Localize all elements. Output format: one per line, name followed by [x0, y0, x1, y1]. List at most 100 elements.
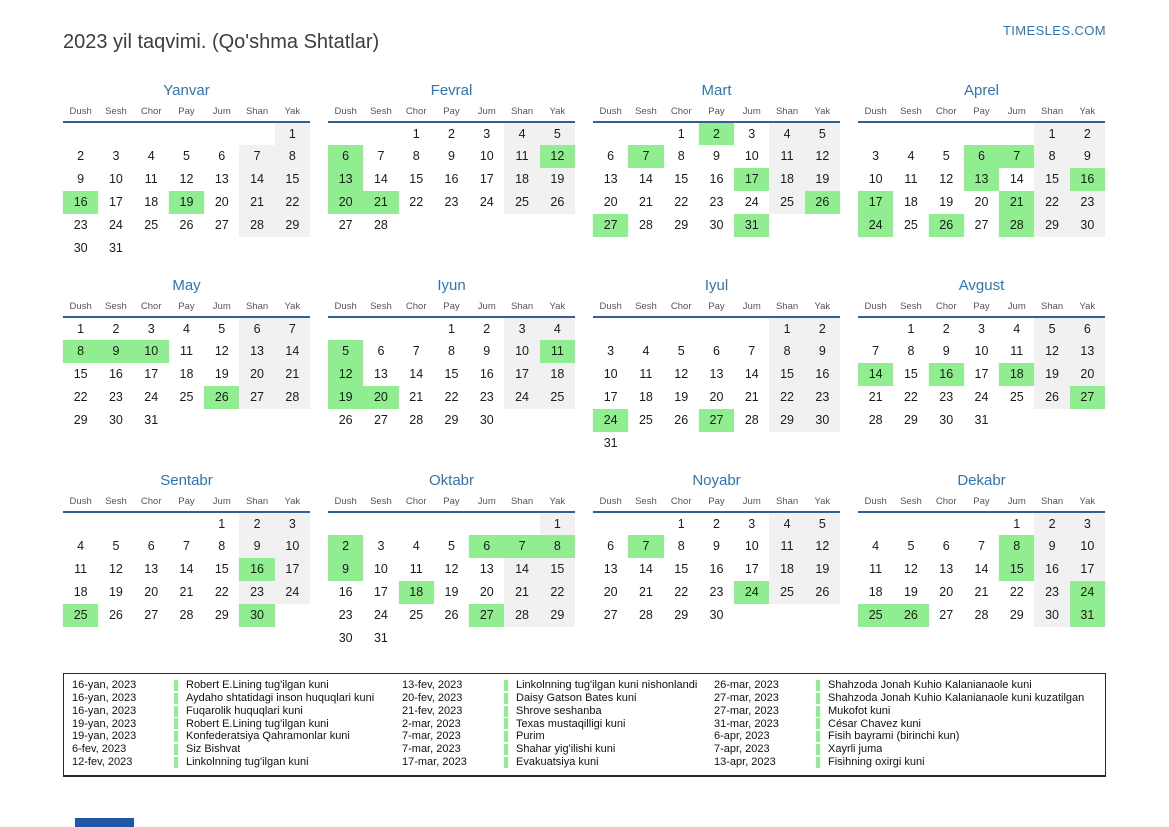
- legend-holiday-name: Texas mustaqilligi kuni: [516, 717, 626, 730]
- day-cell: 1: [1034, 121, 1070, 145]
- month-table: Dush Sesh Chor Pay Jum Shan Yak 1 2 3 4 5 6 7 8 9 10 11 12…: [593, 495, 840, 627]
- day-cell: 2: [698, 121, 735, 145]
- day-cell: [469, 512, 504, 535]
- legend-date: 31-mar, 2023: [714, 717, 779, 730]
- day-cell: 15: [409, 172, 424, 187]
- month-title[interactable]: Sentabr: [160, 471, 213, 489]
- legend-date: 20-fev, 2023: [402, 691, 463, 704]
- day-cell: 1: [677, 516, 685, 531]
- weekday-header: Dush: [858, 495, 894, 513]
- day-cell: 7: [748, 344, 756, 359]
- day-cell: 21: [179, 585, 194, 600]
- day-cell: 10: [373, 562, 388, 577]
- day-cell: 13: [1069, 339, 1105, 363]
- legend-holiday-name: Siz Bishvat: [186, 743, 241, 756]
- day-cell: 21: [274, 362, 310, 386]
- day-cell: 18: [769, 557, 805, 581]
- day-cell: [1034, 409, 1069, 432]
- day-cell: 8: [677, 149, 685, 164]
- day-cell: 29: [73, 413, 88, 428]
- day-cell: [699, 432, 734, 455]
- day-cell: 31: [1069, 603, 1105, 627]
- day-cell: 19: [444, 585, 459, 600]
- day-cell: 28: [868, 413, 883, 428]
- site-link[interactable]: TIMESLES.COM: [1002, 23, 1106, 38]
- legend-item: 6-fev, 2023 Siz Bishvat: [72, 743, 402, 756]
- day-cell: [540, 627, 575, 650]
- month-title[interactable]: Iyun: [437, 276, 466, 294]
- day-cell: 8: [448, 344, 455, 359]
- holiday-marker-icon: [174, 757, 178, 769]
- month-title[interactable]: Fevral: [430, 81, 473, 99]
- day-cell: 23: [108, 390, 123, 405]
- day-cell: 23: [709, 195, 724, 210]
- day-cell: 24: [274, 580, 310, 604]
- weekday-header: Shan: [239, 105, 275, 123]
- month-title[interactable]: Dekabr: [957, 471, 1006, 489]
- day-cell: 9: [77, 172, 85, 187]
- day-cell: [858, 317, 893, 340]
- day-cell: 14: [239, 167, 275, 191]
- day-cell: 14: [858, 362, 894, 386]
- weekday-header: Shan: [504, 300, 540, 318]
- day-cell: 30: [479, 413, 494, 428]
- day-cell: 6: [239, 316, 275, 340]
- day-cell: 27: [144, 608, 159, 623]
- day-cell: [169, 122, 204, 145]
- day-cell: 20: [603, 585, 618, 600]
- day-cell: 14: [409, 367, 424, 382]
- page-header: 2023 yil taqvimi. (Qo'shma Shtatlar) TIM…: [0, 0, 1169, 68]
- month-title[interactable]: Yanvar: [163, 81, 210, 99]
- weekday-header: Sesh: [363, 300, 399, 318]
- weekday-header: Chor: [398, 105, 434, 123]
- day-cell: 21: [638, 195, 653, 210]
- month-title[interactable]: Iyul: [704, 276, 729, 294]
- month-table: Dush Sesh Chor Pay Jum Shan Yak 1 2 3 4 5 6 7 8 9 10 11 12…: [593, 300, 840, 455]
- day-cell: [239, 409, 274, 432]
- legend-date: 13-fev, 2023: [402, 678, 463, 691]
- legend-date: 6-apr, 2023: [714, 730, 770, 743]
- weekday-header: Shan: [1034, 105, 1070, 123]
- day-cell: 1: [448, 321, 455, 336]
- month-calendar: Oktabr Dush Sesh Chor Pay Jum Shan Yak 1 2 3 4 5 6 7 8 9…: [328, 472, 575, 667]
- weekday-header: Pay: [698, 300, 735, 318]
- day-cell: 16: [239, 557, 275, 581]
- month-title[interactable]: Avgust: [958, 276, 1005, 294]
- month-title[interactable]: Mart: [701, 81, 732, 99]
- day-cell: 26: [674, 413, 689, 428]
- month-title[interactable]: May: [172, 276, 201, 294]
- month-title[interactable]: Noyabr: [692, 471, 741, 489]
- day-cell: [98, 122, 133, 145]
- day-cell: 22: [1034, 190, 1070, 214]
- day-cell: 27: [939, 608, 954, 623]
- day-cell: 25: [539, 385, 575, 409]
- day-cell: [328, 122, 363, 145]
- day-cell: 18: [539, 362, 575, 386]
- day-cell: 9: [98, 339, 134, 363]
- day-cell: 6: [147, 539, 155, 554]
- day-cell: [769, 604, 804, 627]
- weekday-header: Chor: [928, 105, 964, 123]
- legend-item: 13-apr, 2023 Fisihning oxirgi kuni: [714, 756, 1099, 769]
- weekday-header: Chor: [928, 300, 964, 318]
- day-cell: [469, 214, 504, 237]
- day-cell: 21: [504, 580, 540, 604]
- weekday-header: Dush: [63, 495, 99, 513]
- day-cell: 13: [373, 367, 388, 382]
- day-cell: 18: [868, 585, 883, 600]
- day-cell: 7: [504, 534, 540, 558]
- weekday-header: Dush: [858, 300, 894, 318]
- legend-holiday-name: Evakuatsiya kuni: [516, 756, 599, 769]
- weekday-header: Sesh: [98, 105, 134, 123]
- day-cell: [999, 122, 1034, 145]
- day-cell: [858, 512, 893, 535]
- day-cell: [434, 512, 469, 535]
- day-cell: 7: [412, 344, 420, 359]
- month-title[interactable]: Aprel: [963, 81, 1000, 99]
- day-cell: [540, 409, 575, 432]
- month-table: Dush Sesh Chor Pay Jum Shan Yak 1 2 3 4 5 6 7 8 9 10 11 12…: [63, 300, 310, 432]
- month-title[interactable]: Oktabr: [428, 471, 474, 489]
- day-cell: 16: [709, 562, 724, 577]
- day-cell: 22: [409, 195, 424, 210]
- day-cell: 11: [869, 562, 883, 577]
